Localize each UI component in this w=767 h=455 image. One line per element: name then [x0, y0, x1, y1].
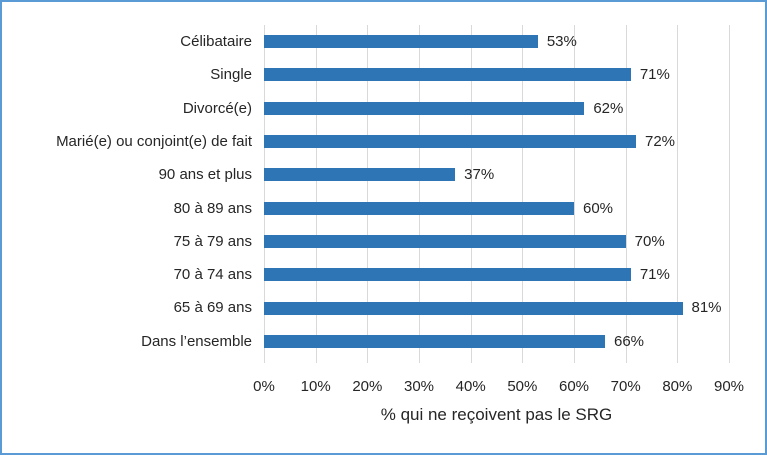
x-tick-label: 10%	[300, 378, 331, 395]
gridline	[625, 25, 627, 363]
x-tick-label: 20%	[352, 378, 383, 395]
gridline	[677, 25, 679, 363]
category-label: 65 à 69 ans	[173, 299, 252, 317]
x-tick-label: 0%	[253, 378, 275, 395]
category-label: Divorcé(e)	[182, 99, 252, 117]
gridline	[522, 25, 524, 363]
bar	[264, 68, 631, 82]
data-label: 71%	[639, 66, 670, 84]
category-label: Single	[210, 66, 252, 84]
gridline	[574, 25, 575, 363]
gridline	[264, 25, 265, 363]
bar	[264, 201, 574, 215]
data-label: 72%	[645, 132, 676, 150]
category-label: 80 à 89 ans	[173, 199, 252, 217]
data-label: 70%	[634, 232, 665, 250]
bar	[264, 101, 585, 115]
bar	[264, 234, 626, 248]
category-label: 75 à 79 ans	[173, 232, 252, 250]
bar	[264, 334, 605, 348]
data-label: 53%	[546, 33, 577, 50]
data-label: 71%	[639, 266, 670, 284]
x-tick-label: 90%	[713, 378, 745, 395]
data-label: 81%	[691, 299, 722, 317]
gridline	[729, 25, 730, 363]
data-label: 66%	[614, 332, 645, 350]
x-tick-label: 40%	[455, 378, 486, 395]
bar	[264, 168, 456, 182]
category-label: 70 à 74 ans	[173, 266, 252, 284]
x-tick-label: 70%	[610, 378, 641, 395]
x-tick-label: 80%	[662, 378, 693, 395]
data-label: 62%	[593, 99, 624, 117]
data-label: 60%	[583, 199, 614, 217]
bar	[264, 35, 538, 49]
gridline	[367, 25, 369, 363]
x-axis-title: % qui ne reçoivent pas le SRG	[380, 405, 613, 424]
gridline	[470, 25, 472, 363]
x-tick-label: 30%	[403, 378, 435, 395]
category-label: Célibataire	[180, 33, 252, 50]
category-label: 90 ans et plus	[158, 166, 252, 184]
category-label: Dans l’ensemble	[141, 332, 252, 350]
gridline	[315, 25, 317, 363]
x-tick-label: 60%	[558, 378, 590, 395]
gridline	[419, 25, 420, 363]
bar	[264, 301, 683, 315]
x-tick-label: 50%	[507, 378, 538, 395]
data-label: 37%	[464, 166, 495, 184]
bar	[264, 268, 631, 282]
bar	[264, 135, 636, 149]
category-label: Marié(e) ou conjoint(e) de fait	[56, 132, 252, 150]
